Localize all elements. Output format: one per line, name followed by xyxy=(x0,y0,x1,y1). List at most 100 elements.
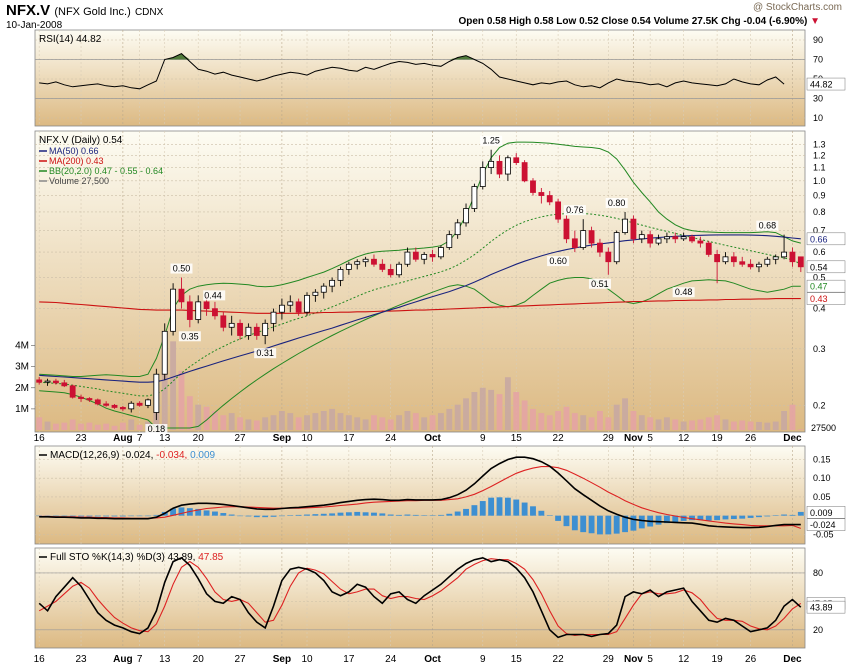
price-badge-ma200-bg xyxy=(806,292,846,305)
volume-bar xyxy=(103,423,110,430)
volume-bar xyxy=(379,417,386,430)
macd-histogram-bar xyxy=(396,514,403,516)
volume-bar xyxy=(655,419,662,430)
candle-body xyxy=(345,263,352,270)
volume-bar xyxy=(638,415,645,430)
rsi-label: RSI(14) 44.82 xyxy=(39,34,102,45)
candle-body xyxy=(580,230,587,248)
macd-label: MACD(12,26,9) -0.024, -0.034, 0.009 xyxy=(50,450,216,461)
x-tick-label: 26 xyxy=(745,654,757,665)
candle-body xyxy=(555,201,562,220)
candle-body xyxy=(655,238,662,244)
macd-histogram-bar xyxy=(555,515,562,521)
macd-histogram-bar xyxy=(262,515,269,518)
macd-histogram-bar xyxy=(228,514,235,516)
macd-histogram-bar xyxy=(722,515,729,520)
macd-histogram-bar xyxy=(153,514,160,516)
macd-histogram-bar xyxy=(605,515,612,535)
price-tick-label: 0.7 xyxy=(813,226,826,236)
x-tick-label: 27 xyxy=(234,433,246,444)
macd-histogram-bar xyxy=(655,515,662,525)
x-tick-label: 12 xyxy=(678,654,690,665)
candle-body xyxy=(94,399,101,405)
price-tick-label: 0.5 xyxy=(813,273,826,283)
x-tick-label: 19 xyxy=(712,654,724,665)
volume-bar xyxy=(571,413,578,430)
macd-histogram-bar xyxy=(145,515,151,517)
macd-histogram-bar xyxy=(136,515,143,517)
x-tick-label: 10 xyxy=(301,654,313,665)
volume-bar xyxy=(471,392,478,430)
candle-body xyxy=(513,157,520,163)
candle-body xyxy=(245,326,252,336)
macd-histogram-bar xyxy=(429,515,436,516)
candle-body xyxy=(571,238,578,248)
macd-histogram-bar xyxy=(781,514,788,516)
macd-histogram-bar xyxy=(680,515,687,521)
volume-bar xyxy=(396,415,403,430)
candle-body xyxy=(136,402,143,406)
candle-body xyxy=(287,301,294,306)
volume-bar xyxy=(789,404,796,430)
x-tick-label: 22 xyxy=(553,654,565,665)
volume-bar xyxy=(212,411,218,430)
x-tick-label: 23 xyxy=(75,654,87,665)
macd-histogram-bar xyxy=(521,502,528,516)
candle-body xyxy=(764,258,771,265)
legend-entry: Volume 27,500 xyxy=(49,176,109,186)
sto-value-badge-bg xyxy=(806,600,846,614)
price-badge-bb-bg xyxy=(806,279,846,293)
x-tick-label: 17 xyxy=(343,654,355,665)
volume-tick-label: 1M xyxy=(15,404,29,415)
candle-body xyxy=(36,379,43,383)
price-label: 1.25 xyxy=(482,136,500,146)
x-tick-label: Aug xyxy=(113,433,132,444)
volume-bar xyxy=(437,413,444,430)
price-tick-label: 0.9 xyxy=(813,191,826,201)
macd-histogram-bar xyxy=(278,515,285,517)
volume-bar xyxy=(705,417,712,430)
x-tick-label: 17 xyxy=(343,433,355,444)
volume-bar xyxy=(530,408,536,430)
macd-histogram-bar xyxy=(404,514,411,516)
volume-bar xyxy=(580,415,587,430)
price-tick-label: 1.0 xyxy=(813,176,826,186)
candle-body xyxy=(53,380,59,384)
volume-bar xyxy=(689,420,695,430)
macd-histogram-bar xyxy=(772,515,779,516)
price-label: 0.31 xyxy=(256,348,274,358)
candle-body xyxy=(479,167,486,187)
price-label: 0.48 xyxy=(675,287,693,297)
candle-body xyxy=(304,294,310,313)
macd-value-badge: 0.009 xyxy=(810,508,833,518)
bb-mid-line xyxy=(39,212,802,397)
price-tick-label: 0.4 xyxy=(813,304,826,314)
candle-body xyxy=(714,254,721,263)
candle-body xyxy=(563,218,570,240)
sto-label-d: 47.85 xyxy=(198,552,223,563)
macd-histogram-bar xyxy=(488,497,495,516)
candle-body xyxy=(312,291,319,296)
macd-histogram-bar xyxy=(479,501,486,516)
price-label-bg xyxy=(203,290,226,301)
x-tick-label: 24 xyxy=(385,433,397,444)
x-tick-label: 24 xyxy=(385,654,397,665)
candle-body xyxy=(161,330,168,375)
macd-histogram-bar xyxy=(212,511,218,516)
volume-bar xyxy=(772,421,779,430)
x-tick-label: 15 xyxy=(511,433,523,444)
price-badge-close: 0.54 xyxy=(810,262,828,272)
macd-histogram-bar xyxy=(354,511,361,516)
price-label: 0.44 xyxy=(204,290,222,300)
candle-body xyxy=(605,251,612,263)
volume-bar xyxy=(404,411,411,430)
volume-bar xyxy=(496,394,503,430)
exchange: CDNX xyxy=(134,7,164,18)
x-tick-label: 15 xyxy=(511,654,523,665)
legend-entry: BB(20,2.0) 0.47 - 0.55 - 0.64 xyxy=(49,166,163,176)
volume-bar xyxy=(36,417,43,430)
macd-histogram-bar xyxy=(714,515,721,521)
volume-bar xyxy=(747,421,754,430)
x-tick-label: Aug xyxy=(113,654,132,665)
macd-histogram-bar xyxy=(463,508,469,516)
